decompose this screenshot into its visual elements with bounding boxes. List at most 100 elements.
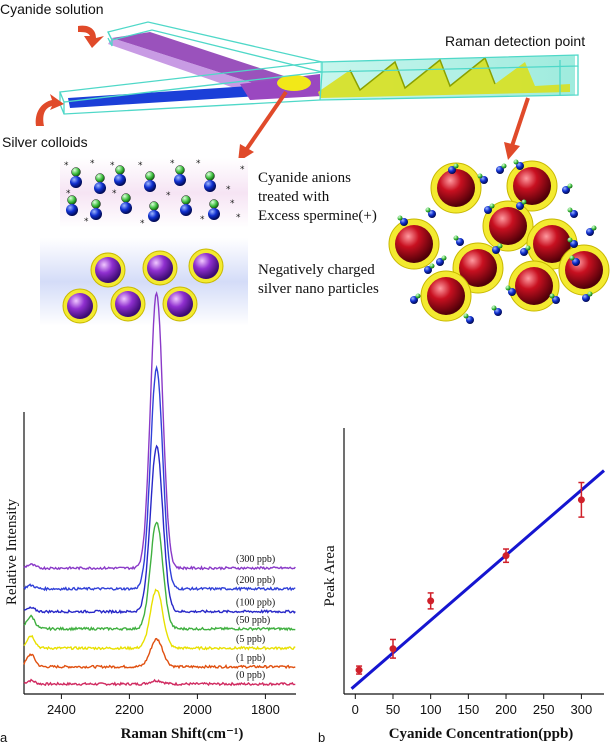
chart-b-x-tick-label: 200 xyxy=(495,702,517,717)
microfluidic-schematic: Cyanide solution Silver colloids Raman d… xyxy=(0,1,610,326)
chart-b-panel-label: b xyxy=(318,730,325,743)
adsorbed-complex xyxy=(448,163,459,174)
spermine-complex xyxy=(90,199,102,220)
calibration-point xyxy=(389,638,397,659)
anions-label-line-1: Cyanide anions xyxy=(258,170,351,186)
spermine-complex xyxy=(148,201,160,222)
particles-label-line-1: Negatively charged xyxy=(258,262,375,278)
spectrum-line xyxy=(23,521,296,632)
chart-a-series xyxy=(23,290,296,687)
spectrum-line xyxy=(23,290,296,571)
anions-label-line-3: Excess spermine(+) xyxy=(258,208,377,224)
chart-a-xlabel: Raman Shift(cm⁻¹) xyxy=(121,726,244,742)
adsorbed-complex xyxy=(492,243,503,254)
chart-a-series-labels: (0 ppb) (1 ppb) (5 ppb) (50 ppb) (100 ppb) (2… xyxy=(236,554,275,681)
calibration-point xyxy=(577,481,585,518)
spermine-cyanide-complexes xyxy=(66,165,220,222)
cyanide-stream xyxy=(112,32,290,86)
cyanide-stream-shadow xyxy=(108,38,262,90)
spectrum-label: (200 ppb) xyxy=(236,575,275,586)
adsorbed-complex xyxy=(410,293,421,304)
adsorbed-complex xyxy=(453,235,464,246)
silver-nanoparticle xyxy=(162,286,198,322)
silver-colloids-label: Silver colloids xyxy=(2,134,88,150)
silver-nanoparticle xyxy=(90,252,126,288)
spermine-ion: * xyxy=(200,215,205,225)
chart-b-ticks: 0 50 100 150 200 250 300 xyxy=(352,694,593,717)
adsorbed-complex xyxy=(463,313,474,324)
chart-a-ticks: 2400 2200 2000 1800 xyxy=(47,694,280,717)
adsorbed-complex xyxy=(516,199,527,210)
adsorbed-complex xyxy=(567,237,578,248)
silver-aggregate-particle xyxy=(508,260,560,312)
silver-aggregate-particle xyxy=(482,200,534,252)
silver-aggregate-particle xyxy=(388,218,440,270)
calibration-point xyxy=(502,548,510,564)
spermine-ion: * xyxy=(240,165,245,175)
silver-nanoparticle xyxy=(188,248,224,284)
silver-aggregate-particle xyxy=(558,244,610,296)
spectrum-line xyxy=(23,444,296,615)
spectrum-line xyxy=(23,678,296,687)
chart-b-x-tick-label: 100 xyxy=(420,702,442,717)
adsorbed-complex xyxy=(569,255,580,266)
adsorbed-complex xyxy=(484,203,495,214)
adsorbed-complex xyxy=(424,263,435,274)
spermine-complex xyxy=(66,195,78,216)
chart-a-x-tick-label: 2200 xyxy=(115,702,144,717)
linear-fit-line xyxy=(350,469,605,690)
chart-b-x-tick-label: 50 xyxy=(386,702,400,717)
adsorbed-complex xyxy=(562,183,573,194)
adsorbed-complex xyxy=(397,215,408,226)
spermine-ion: * xyxy=(236,213,241,223)
silver-aggregates xyxy=(388,159,610,324)
chart-a-panel-label: a xyxy=(0,730,8,743)
cyanide-inlet-arrow xyxy=(78,25,104,48)
spectrum-line xyxy=(23,588,296,651)
spermine-complex xyxy=(180,195,192,216)
spermine-ion: * xyxy=(66,189,71,199)
adsorbed-complex xyxy=(586,225,597,236)
right-pointer-arrow-shaft xyxy=(510,97,530,147)
spermine-ion: * xyxy=(112,189,117,199)
adsorbed-complex xyxy=(477,173,488,184)
spectrum-label: (100 ppb) xyxy=(236,598,275,609)
zigzag-stream xyxy=(318,58,570,98)
spermine-ion: * xyxy=(138,161,143,171)
anions-label-line-2: treated with xyxy=(258,189,330,205)
chart-b-ylabel: Peak Area xyxy=(322,545,338,607)
adsorbed-complex xyxy=(567,207,578,218)
spermine-ion: * xyxy=(196,159,201,169)
spermine-complex xyxy=(94,173,106,194)
chart-a-x-tick-label: 1800 xyxy=(251,702,280,717)
spermine-complex xyxy=(144,171,156,192)
chart-a-x-tick-label: 2400 xyxy=(47,702,76,717)
data-marker xyxy=(427,597,435,605)
data-marker xyxy=(389,645,397,653)
spectrum-label: (50 ppb) xyxy=(236,615,270,626)
data-marker xyxy=(502,552,510,560)
chart-a-ylabel: Relative Intensity xyxy=(4,498,20,605)
chart-b-x-tick-label: 0 xyxy=(352,702,359,717)
spectrum-label: (0 ppb) xyxy=(236,670,265,681)
right-pointer-arrow-head xyxy=(504,142,520,160)
chart-b-x-tick-label: 250 xyxy=(533,702,555,717)
data-marker xyxy=(355,666,363,674)
chart-b-x-tick-label: 300 xyxy=(571,702,593,717)
raman-spectra-chart: 2400 2200 2000 1800 (0 ppb) (1 ppb) (5 ppb) (5… xyxy=(0,290,296,743)
spermine-ion: * xyxy=(64,161,69,171)
spermine-ion: * xyxy=(90,159,95,169)
spermine-complex xyxy=(174,165,186,186)
silver-aggregate-particle xyxy=(506,160,558,212)
silver-nanoparticle xyxy=(142,250,178,286)
excess-spermine-ions: * ******** * * ***** xyxy=(64,159,245,229)
spermine-complex xyxy=(70,167,82,188)
silver-aggregate-particle xyxy=(420,270,472,322)
colloid-stream xyxy=(68,84,290,108)
chart-b-x-tick-label: 150 xyxy=(457,702,479,717)
adsorbed-complex xyxy=(520,245,531,256)
mixing-spot xyxy=(277,75,311,91)
left-pointer-arrow-shaft xyxy=(244,90,288,152)
